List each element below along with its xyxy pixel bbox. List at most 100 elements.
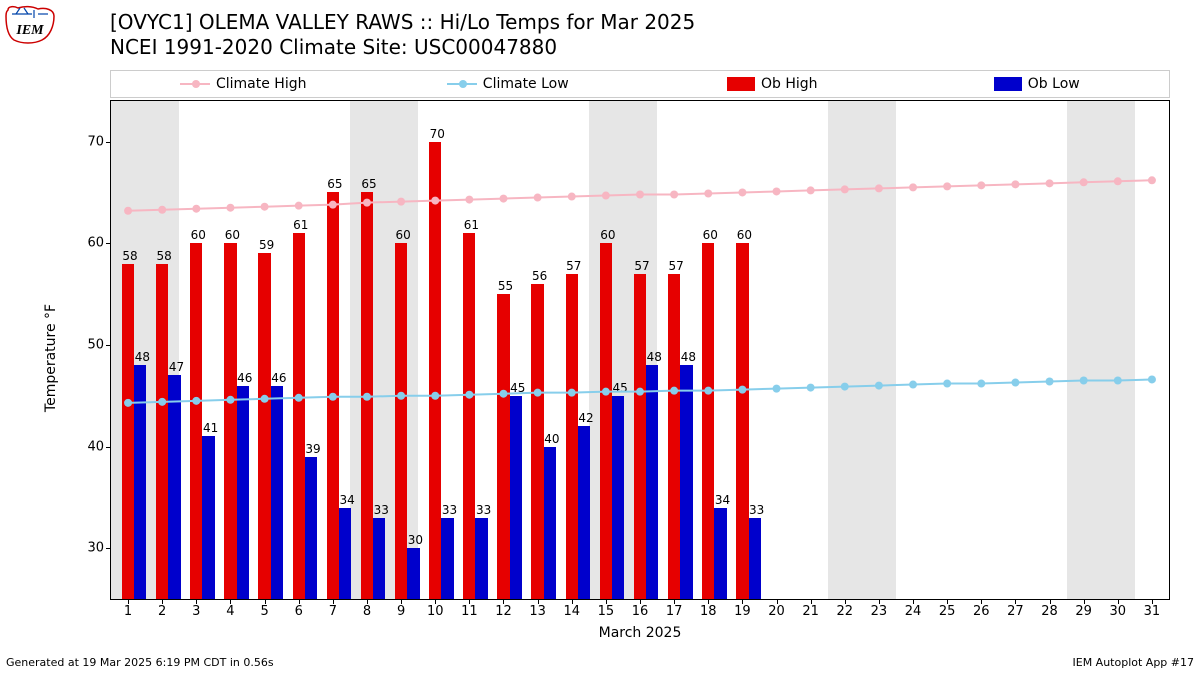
bar-high <box>361 192 373 599</box>
x-tick-label: 7 <box>329 604 337 619</box>
x-tick-label: 28 <box>1041 604 1058 619</box>
x-tick-label: 16 <box>632 604 649 619</box>
legend-item: Climate Low <box>376 76 641 92</box>
bar-value-label: 57 <box>566 259 581 273</box>
bar-low <box>578 426 590 599</box>
x-tick-label: 11 <box>461 604 478 619</box>
x-tick-label: 17 <box>666 604 683 619</box>
bar-value-label: 55 <box>498 279 513 293</box>
svg-text:IEM: IEM <box>15 23 44 38</box>
bar-high <box>258 253 270 599</box>
footer-appid: IEM Autoplot App #17 <box>1073 656 1195 669</box>
plot-area: 3040506070123456789101112131415161718192… <box>110 100 1170 600</box>
x-tick-label: 19 <box>734 604 751 619</box>
climate-high-line-marker <box>295 202 303 210</box>
chart-title: [OVYC1] OLEMA VALLEY RAWS :: Hi/Lo Temps… <box>110 10 695 60</box>
bar-high <box>736 243 748 599</box>
bar-high <box>190 243 202 599</box>
climate-low-line-marker <box>1046 378 1054 386</box>
x-tick-label: 25 <box>939 604 956 619</box>
bar-value-label: 70 <box>430 127 445 141</box>
bar-value-label: 33 <box>442 503 457 517</box>
bar-high <box>668 274 680 599</box>
x-tick-label: 20 <box>768 604 785 619</box>
y-tick-label: 40 <box>76 439 104 454</box>
bar-value-label: 58 <box>157 249 172 263</box>
bar-low <box>544 447 556 599</box>
bar-low <box>646 365 658 599</box>
x-tick-label: 24 <box>905 604 922 619</box>
legend-label: Ob High <box>761 76 818 92</box>
bar-value-label: 48 <box>647 350 662 364</box>
climate-high-line-marker <box>1148 176 1156 184</box>
bar-low <box>612 396 624 599</box>
climate-high-line-marker <box>1011 180 1019 188</box>
bar-value-label: 46 <box>271 371 286 385</box>
climate-high-line-marker <box>499 195 507 203</box>
climate-low-line-marker <box>1148 375 1156 383</box>
climate-high-line-marker <box>977 181 985 189</box>
climate-high-line-marker <box>192 205 200 213</box>
bar-value-label: 46 <box>237 371 252 385</box>
bar-value-label: 60 <box>703 228 718 242</box>
climate-high-line-marker <box>773 187 781 195</box>
bar-high <box>156 264 168 599</box>
bar-high <box>429 142 441 599</box>
climate-low-line-marker <box>1011 379 1019 387</box>
bar-high <box>293 233 305 599</box>
bar-low <box>202 436 214 599</box>
bar-value-label: 39 <box>305 442 320 456</box>
bar-high <box>463 233 475 599</box>
x-tick-label: 8 <box>363 604 371 619</box>
x-tick-label: 30 <box>1110 604 1127 619</box>
y-tick-label: 60 <box>76 236 104 251</box>
y-tick-label: 70 <box>76 134 104 149</box>
bar-low <box>237 386 249 599</box>
bar-high <box>600 243 612 599</box>
bar-low <box>441 518 453 599</box>
climate-high-line-marker <box>1046 179 1054 187</box>
bar-value-label: 45 <box>510 381 525 395</box>
climate-high-line-marker <box>738 188 746 196</box>
legend: Climate HighClimate Low Ob High Ob Low <box>110 70 1170 98</box>
x-tick-label: 4 <box>226 604 234 619</box>
x-tick-label: 6 <box>295 604 303 619</box>
bar-high <box>122 264 134 599</box>
bar-value-label: 61 <box>464 218 479 232</box>
climate-high-line-marker <box>534 194 542 202</box>
bar-low <box>475 518 487 599</box>
bar-value-label: 30 <box>408 533 423 547</box>
climate-high-line-marker <box>670 191 678 199</box>
y-axis-label: Temperature °F <box>43 304 59 412</box>
bar-low <box>680 365 692 599</box>
legend-item: Climate High <box>111 76 376 92</box>
bar-value-label: 60 <box>737 228 752 242</box>
x-tick-label: 27 <box>1007 604 1024 619</box>
bar-value-label: 60 <box>600 228 615 242</box>
x-tick-label: 10 <box>427 604 444 619</box>
iem-logo: IEM <box>4 4 56 44</box>
title-line2: NCEI 1991-2020 Climate Site: USC00047880 <box>110 35 695 60</box>
y-tick-label: 50 <box>76 337 104 352</box>
bar-value-label: 33 <box>749 503 764 517</box>
climate-high-line-marker <box>226 204 234 212</box>
climate-high-line-marker <box>465 196 473 204</box>
bar-value-label: 33 <box>476 503 491 517</box>
legend-item: Ob Low <box>905 76 1170 92</box>
bar-value-label: 60 <box>225 228 240 242</box>
x-tick-label: 1 <box>124 604 132 619</box>
bar-value-label: 60 <box>395 228 410 242</box>
bar-high <box>395 243 407 599</box>
weekend-band <box>828 101 862 599</box>
bar-value-label: 48 <box>135 350 150 364</box>
bar-low <box>168 375 180 599</box>
bar-high <box>224 243 236 599</box>
bar-low <box>749 518 761 599</box>
x-tick-label: 13 <box>529 604 546 619</box>
climate-low-line-marker <box>807 384 815 392</box>
x-tick-label: 12 <box>495 604 512 619</box>
bar-low <box>271 386 283 599</box>
bar-value-label: 58 <box>122 249 137 263</box>
x-tick-label: 29 <box>1075 604 1092 619</box>
weekend-band <box>862 101 896 599</box>
